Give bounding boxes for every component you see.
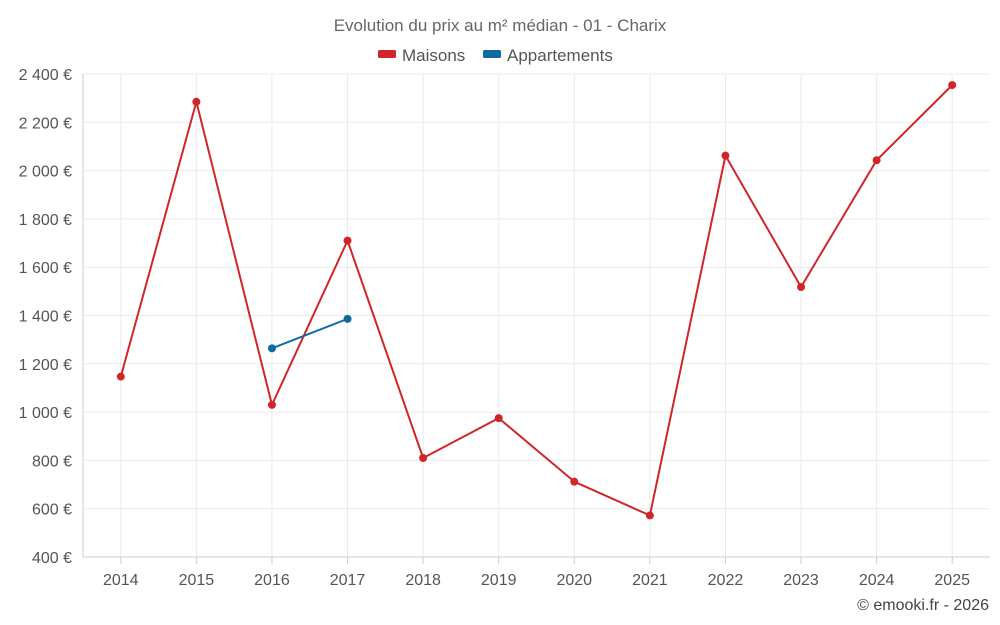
x-tick-label: 2022 — [708, 572, 744, 589]
data-point-maisons-2020[interactable] — [570, 477, 579, 486]
y-tick-label: 600 € — [32, 502, 72, 519]
data-point-maisons-2025[interactable] — [948, 81, 957, 90]
data-point-maisons-2015[interactable] — [192, 97, 201, 106]
y-tick-label: 800 € — [32, 453, 72, 470]
x-tick-label: 2020 — [556, 572, 592, 589]
data-point-maisons-2018[interactable] — [419, 453, 428, 462]
y-tick-label: 1 200 € — [19, 357, 72, 374]
y-tick-label: 1 800 € — [19, 212, 72, 229]
y-tick-label: 1 400 € — [19, 309, 72, 326]
x-tick-label: 2021 — [632, 572, 668, 589]
chart-legend: Maisons Appartements — [378, 46, 613, 65]
y-tick-label: 2 200 € — [19, 115, 72, 132]
credit-text: © emooki.fr - 2026 — [857, 597, 989, 614]
data-point-maisons-2022[interactable] — [721, 151, 730, 160]
x-tick-label: 2019 — [481, 572, 517, 589]
legend-item-appartements[interactable]: Appartements — [483, 46, 613, 65]
x-tick-label: 2014 — [103, 572, 139, 589]
y-tick-label: 2 400 € — [19, 67, 72, 84]
data-point-maisons-2014[interactable] — [116, 372, 125, 381]
series — [116, 81, 957, 520]
x-tick-label: 2015 — [179, 572, 215, 589]
legend-swatch-maisons — [378, 50, 396, 58]
x-tick-label: 2025 — [934, 572, 970, 589]
data-point-appartements-2017[interactable] — [343, 314, 352, 323]
legend-swatch-appartements — [483, 50, 501, 58]
series-line-appartements — [270, 317, 349, 350]
axes: 400 € 600 € 800 € 1 000 € 1 200 € 1 400 € 1 60… — [19, 67, 990, 589]
grid-lines — [83, 73, 990, 557]
data-point-maisons-2016[interactable] — [267, 400, 276, 409]
x-tick-label: 2017 — [330, 572, 366, 589]
data-point-maisons-2024[interactable] — [872, 156, 881, 165]
legend-label-appartements: Appartements — [507, 46, 613, 65]
data-point-maisons-2017[interactable] — [343, 236, 352, 245]
series-line-maisons — [119, 84, 954, 517]
data-point-maisons-2021[interactable] — [645, 511, 654, 520]
x-tick-label: 2023 — [783, 572, 819, 589]
legend-item-maisons[interactable]: Maisons — [378, 46, 465, 65]
y-tick-label: 2 000 € — [19, 164, 72, 181]
data-point-maisons-2019[interactable] — [494, 414, 503, 423]
y-tick-label: 400 € — [32, 550, 72, 567]
data-point-appartements-2016[interactable] — [267, 344, 276, 353]
x-tick-label: 2016 — [254, 572, 290, 589]
data-point-maisons-2023[interactable] — [797, 283, 806, 292]
y-tick-label: 1 000 € — [19, 405, 72, 422]
chart-title: Evolution du prix au m² médian - 01 - Ch… — [334, 16, 667, 35]
x-tick-label: 2018 — [405, 572, 441, 589]
y-tick-label: 1 600 € — [19, 260, 72, 277]
x-tick-label: 2024 — [859, 572, 895, 589]
legend-label-maisons: Maisons — [402, 46, 465, 65]
